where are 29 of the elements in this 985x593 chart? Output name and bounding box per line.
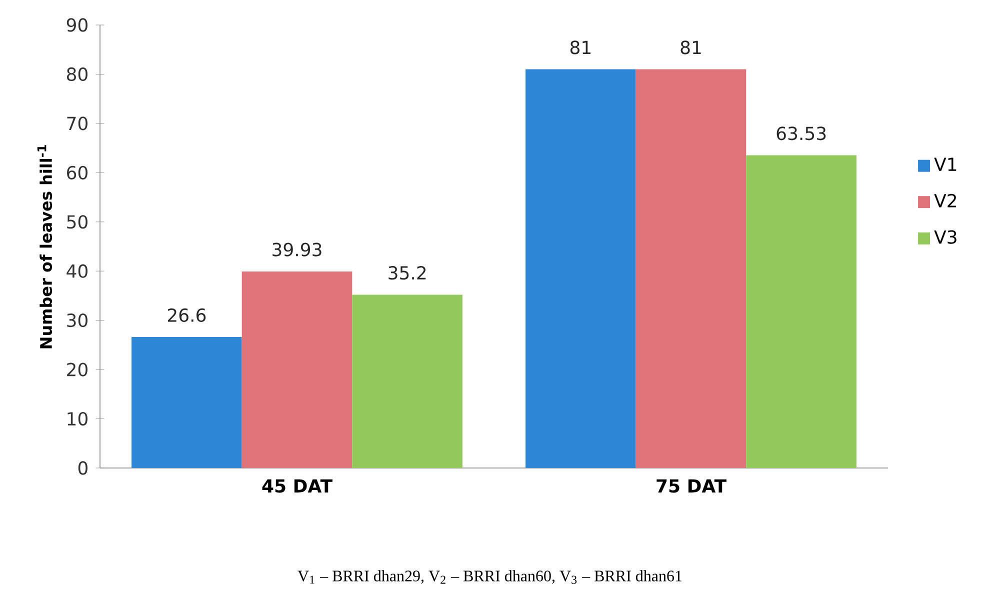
bar [746,155,856,468]
bar [132,337,242,468]
y-tick-label: 70 [67,116,88,130]
x-tick-label: 75 DAT [656,479,726,493]
bar [636,69,746,468]
y-tick-label: 30 [67,314,88,328]
y-tick-label: 10 [68,412,88,426]
y-tick-label: 20 [67,362,88,376]
y-axis-title: Number of leaves hill$^{-1}$ [37,145,52,348]
data-label: 81 [570,40,590,54]
legend-label: V2 [934,194,956,208]
y-tick-label: 0 [78,461,88,475]
data-label: 39.93 [272,242,322,256]
data-label: 35.2 [388,266,426,280]
bar [352,294,462,468]
bar [526,69,636,468]
legend-label: V3 [934,230,956,244]
data-label: 81 [680,40,701,54]
data-label: 63.53 [776,126,826,140]
y-tick-label: 90 [66,18,88,32]
legend-label: V1 [934,158,956,171]
y-tick-label: 80 [66,67,88,82]
text: V$_{1}$ – BRRI dhan29, V$_{2}$ – BRRI dhan60, V$_{3}$ – BRRI dhan61 [298,570,682,584]
y-tick-label: 40 [66,264,88,278]
bar [242,271,352,468]
data-label: 26.6 [168,308,206,322]
y-tick-label: 60 [67,166,88,180]
y-tick-label: 50 [67,215,88,229]
x-tick-label: 45 DAT [262,479,332,493]
